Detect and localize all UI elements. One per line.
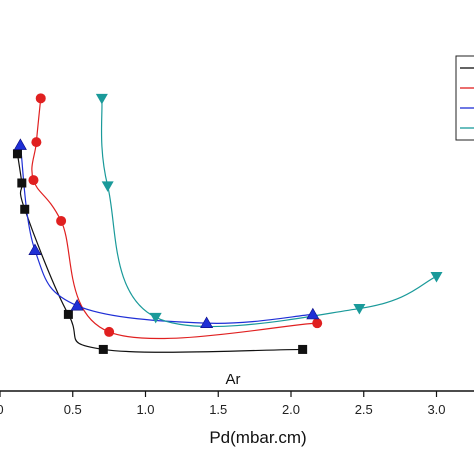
series-3-point-1: [101, 181, 114, 192]
series-1-point-4: [104, 326, 115, 337]
series-2-point-3: [200, 316, 214, 328]
series-curves: [16, 98, 437, 353]
series-0-point-2: [20, 204, 30, 214]
series-markers: [12, 93, 443, 354]
legend-entries: [460, 67, 474, 129]
series-3-point-4: [430, 271, 443, 283]
x-tick-label-4: 2.0: [282, 402, 300, 417]
x-tick-label-2: 1.0: [136, 402, 154, 417]
series-3-line: [100, 98, 437, 328]
x-tick-label-5: 2.5: [355, 402, 373, 417]
series-2-point-1: [28, 243, 42, 255]
legend: [455, 55, 474, 141]
series-1-point-0: [35, 93, 46, 104]
series-1-point-3: [56, 215, 67, 226]
series-2-point-0: [13, 138, 27, 150]
series-3-point-0: [95, 93, 108, 105]
x-tick-label-6: 3.0: [427, 402, 445, 417]
x-axis-title: Pd(mbar.cm): [209, 428, 306, 447]
series-2-line: [19, 144, 313, 324]
series-1-point-2: [28, 175, 39, 186]
series-0-point-3: [63, 309, 73, 319]
series-1-point-5: [312, 318, 323, 329]
x-axis-ticks: 0 0.5 1.0 1.5 2.0 2.5 3.0: [0, 391, 446, 417]
x-tick-label-3: 1.5: [209, 402, 227, 417]
series-0-point-1: [17, 178, 27, 188]
annotation-ar: Ar: [226, 371, 241, 388]
series-0-line: [16, 153, 303, 353]
series-1-point-1: [31, 137, 42, 148]
series-0-point-0: [12, 149, 22, 159]
series-0-point-5: [298, 344, 308, 354]
series-3-point-3: [353, 304, 366, 315]
series-2-point-4: [306, 307, 320, 320]
series-2-point-2: [70, 299, 84, 311]
legend-box: [455, 55, 474, 141]
x-tick-label-1: 0.5: [64, 402, 82, 417]
series-0-point-4: [98, 344, 108, 354]
series-3-point-2: [149, 312, 162, 324]
x-tick-label-0: 0: [0, 402, 4, 417]
series-1-line: [31, 98, 318, 340]
